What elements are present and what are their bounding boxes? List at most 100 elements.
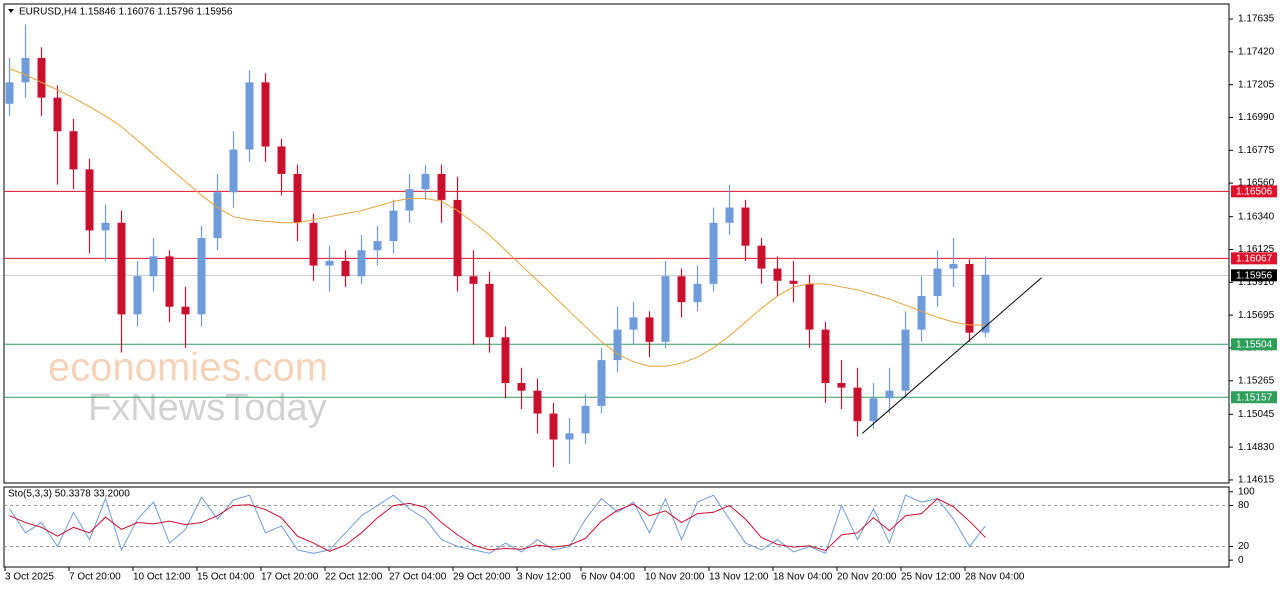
x-tick-label: 29 Oct 20:00 — [453, 572, 511, 583]
candle-body — [5, 82, 14, 104]
candle-body — [53, 97, 62, 132]
y-tick-label: 1.16125 — [1238, 244, 1275, 255]
x-tick-label: 6 Nov 04:00 — [581, 572, 635, 583]
candle-body — [645, 317, 654, 342]
candle-body — [293, 173, 302, 223]
candle-body — [773, 268, 782, 281]
watermark: economies.com — [48, 346, 328, 390]
candle-body — [661, 276, 670, 342]
candle-body — [357, 250, 366, 277]
candle-body — [725, 207, 734, 223]
y-tick-label: 80 — [1238, 500, 1250, 511]
candle-body — [805, 283, 814, 330]
candle-body — [693, 283, 702, 303]
moving-average — [9, 68, 986, 367]
candle-body — [213, 192, 222, 239]
menu-arrow — [8, 9, 14, 13]
candle-body — [821, 329, 830, 384]
x-tick-label: 22 Oct 12:00 — [325, 572, 383, 583]
candle-body — [469, 276, 478, 284]
y-tick-label: 1.15910 — [1238, 277, 1275, 288]
level-label: 1.16506 — [1236, 186, 1273, 197]
candle-body — [373, 241, 382, 251]
stochastic-line — [9, 498, 986, 552]
y-tick-label: 1.14830 — [1238, 442, 1275, 453]
x-tick-label: 20 Nov 20:00 — [837, 572, 897, 583]
candle-body — [341, 260, 350, 277]
level-label: 1.15956 — [1236, 270, 1273, 281]
level-label-box — [1231, 185, 1277, 198]
x-tick-label: 10 Oct 12:00 — [133, 572, 191, 583]
candle-body — [181, 306, 190, 315]
candle-body — [917, 296, 926, 330]
candle-body — [133, 276, 142, 315]
indicator-title: Sto(5,3,3) 50.3378 33.2000 — [8, 489, 130, 500]
candle-body — [629, 317, 638, 330]
candle-body — [405, 189, 414, 211]
x-tick-label: 27 Oct 04:00 — [389, 572, 447, 583]
candle-body — [501, 337, 510, 384]
level-label-box — [1231, 391, 1277, 404]
x-tick-label: 15 Oct 04:00 — [197, 572, 255, 583]
y-tick-label: 1.15045 — [1238, 409, 1275, 420]
price-panel — [3, 3, 1230, 484]
candle-body — [517, 383, 526, 391]
candle-body — [837, 383, 846, 388]
x-tick-label: 7 Oct 20:00 — [69, 572, 121, 583]
candle-body — [437, 173, 446, 200]
level-label-box — [1231, 252, 1277, 265]
candle-body — [261, 82, 270, 147]
candle-body — [965, 263, 974, 333]
y-tick-label: 1.16560 — [1238, 178, 1275, 189]
candle-body — [757, 245, 766, 269]
candle-body — [789, 280, 798, 284]
candle-body — [69, 131, 78, 170]
candle-body — [709, 222, 718, 284]
x-tick-label: 10 Nov 20:00 — [645, 572, 705, 583]
candle-body — [85, 169, 94, 231]
y-tick-label: 1.17420 — [1238, 46, 1275, 57]
candle-body — [245, 82, 254, 150]
candle-body — [197, 238, 206, 315]
candle-body — [421, 173, 430, 190]
y-tick-label: 20 — [1238, 541, 1250, 552]
indicator-panel — [3, 486, 1230, 568]
y-tick-label: 1.16340 — [1238, 211, 1275, 222]
y-tick-label: 1.16775 — [1238, 145, 1275, 156]
candle-body — [869, 398, 878, 422]
trendline — [861, 277, 1042, 434]
y-tick-label: 0 — [1238, 555, 1244, 566]
candle-body — [533, 390, 542, 414]
candle-body — [229, 149, 238, 193]
x-tick-label: 3 Oct 2025 — [5, 572, 54, 583]
candle-body — [21, 57, 30, 83]
candle-body — [37, 57, 46, 98]
candle-body — [565, 433, 574, 440]
level-label: 1.15157 — [1236, 392, 1273, 403]
candle-body — [901, 329, 910, 391]
y-tick-label: 1.15695 — [1238, 310, 1275, 321]
candle-body — [389, 210, 398, 242]
stochastic-line — [9, 494, 986, 554]
candle-body — [309, 222, 318, 266]
watermark: FxNewsToday — [88, 387, 327, 429]
chart-title: EURUSD,H4 1.15846 1.16076 1.15796 1.1595… — [19, 7, 233, 18]
level-label: 1.15504 — [1236, 339, 1273, 350]
y-tick-label: 1.14615 — [1238, 475, 1275, 486]
y-tick-label: 1.16990 — [1238, 112, 1275, 123]
y-tick-label: 1.17205 — [1238, 79, 1275, 90]
candle-body — [581, 405, 590, 434]
candle-body — [117, 222, 126, 315]
x-tick-label: 3 Nov 12:00 — [517, 572, 571, 583]
level-label-box — [1231, 269, 1277, 282]
candle-body — [597, 360, 606, 406]
candle-body — [165, 256, 174, 307]
x-tick-label: 13 Nov 12:00 — [709, 572, 769, 583]
candle-body — [149, 256, 158, 277]
candle-body — [549, 413, 558, 440]
candle-body — [885, 390, 894, 399]
candle-body — [949, 263, 958, 269]
x-tick-label: 28 Nov 04:00 — [965, 572, 1025, 583]
candle-body — [933, 268, 942, 297]
